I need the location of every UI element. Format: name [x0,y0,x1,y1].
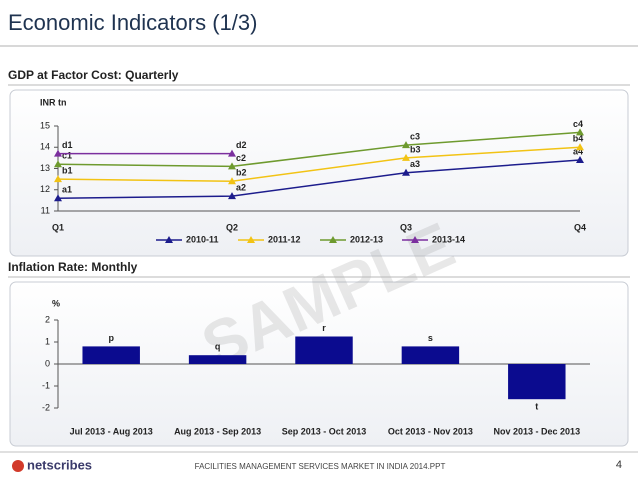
y-tick-label: -1 [42,380,50,390]
logo: netscribes [27,457,92,472]
marker [402,168,410,176]
y-axis-label: INR tn [40,97,67,107]
marker [228,162,236,170]
legend-marker [329,236,337,243]
x-tick-label: Jul 2013 - Aug 2013 [70,426,153,436]
bar [82,346,140,364]
bar [295,336,353,364]
marker [576,156,584,163]
marker [402,141,410,149]
bar [508,364,566,400]
marker [576,143,584,151]
bar [401,346,460,364]
marker [228,149,236,157]
data-label: b4 [573,134,584,144]
data-label: p [108,333,114,343]
data-label: b1 [62,166,73,176]
legend-marker [411,236,419,243]
y-axis-label: % [52,298,60,308]
footer-text: FACILITIES MANAGEMENT SERVICES MARKET IN… [195,462,446,471]
data-label: q [215,342,221,352]
marker [228,192,236,200]
legend-label: 2011-12 [268,234,301,244]
y-tick-label: 1 [45,336,50,346]
x-tick-label: Q3 [400,222,412,232]
data-label: a1 [62,185,72,195]
legend-label: 2013-14 [432,234,465,244]
slide-title: Economic Indicators (1/3) [8,10,257,35]
data-label: c1 [62,151,72,161]
data-label: a2 [236,183,246,193]
marker [54,160,62,168]
legend-label: 2010-11 [186,234,219,244]
marker [576,128,584,136]
x-tick-label: Oct 2013 - Nov 2013 [388,426,473,436]
data-label: r [322,323,326,333]
x-tick-label: Aug 2013 - Sep 2013 [174,426,261,436]
marker [228,177,236,185]
panel [9,89,629,257]
series-line [57,159,581,199]
x-tick-label: Nov 2013 - Dec 2013 [494,426,581,436]
legend-marker [247,236,255,243]
legend-label: 2012-13 [350,234,383,244]
data-label: d1 [62,140,73,150]
marker [402,153,410,161]
logo-icon [12,460,24,472]
marker [54,194,62,202]
x-tick-label: Q4 [574,222,586,232]
y-tick-label: 13 [40,163,50,173]
y-tick-label: 14 [40,142,50,152]
section-title: GDP at Factor Cost: Quarterly [8,68,179,82]
page-number: 4 [616,459,622,471]
y-tick-label: 2 [45,314,50,324]
series-line [57,131,581,168]
x-tick-label: Sep 2013 - Oct 2013 [282,426,367,436]
data-label: a4 [573,146,583,156]
y-tick-label: 11 [41,205,50,215]
section-title: Inflation Rate: Monthly [8,260,138,274]
data-label: d2 [236,140,247,150]
data-label: b2 [236,168,247,178]
data-label: c2 [236,153,246,163]
y-tick-label: 0 [45,358,50,368]
data-label: t [535,402,538,412]
marker [54,175,62,183]
x-tick-label: Q2 [226,222,238,232]
data-label: a3 [410,159,420,169]
y-tick-label: -2 [42,402,50,412]
series-line [57,146,581,183]
x-tick-label: Q1 [52,222,64,232]
data-label: b3 [410,144,421,154]
y-tick-label: 12 [40,184,50,194]
bar [188,355,247,364]
data-label: c4 [573,119,583,129]
y-tick-label: 15 [40,120,50,130]
legend-marker [165,236,173,243]
data-label: s [428,333,433,343]
data-label: c3 [410,132,420,142]
marker [54,149,62,157]
